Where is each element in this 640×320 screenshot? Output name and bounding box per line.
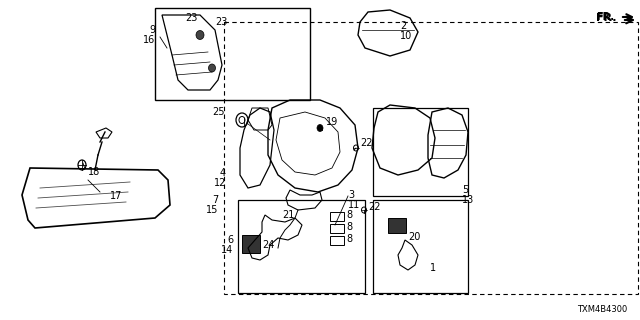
Bar [238, 200, 365, 293]
Bar [330, 236, 344, 245]
Text: 18: 18 [88, 167, 100, 177]
Bar [242, 235, 260, 253]
Text: 24: 24 [262, 240, 275, 250]
Text: FR.: FR. [596, 12, 614, 22]
Text: 2: 2 [400, 21, 406, 31]
Text: 8: 8 [346, 222, 352, 232]
Bar [373, 200, 468, 293]
Ellipse shape [317, 124, 323, 132]
Text: 8: 8 [346, 234, 352, 244]
Ellipse shape [196, 30, 204, 39]
Text: 25: 25 [212, 107, 225, 117]
Bar [330, 224, 344, 233]
Text: 22: 22 [360, 138, 372, 148]
Text: 4: 4 [220, 168, 226, 178]
Text: 13: 13 [462, 195, 474, 205]
Text: 7: 7 [212, 195, 218, 205]
Ellipse shape [209, 64, 216, 72]
Bar [155, 8, 310, 100]
Text: 19: 19 [326, 117, 339, 127]
Bar [388, 218, 406, 233]
Text: 6: 6 [227, 235, 233, 245]
Text: 22: 22 [368, 202, 381, 212]
Text: 8: 8 [346, 210, 352, 220]
Text: FR.: FR. [596, 13, 616, 23]
Text: 11: 11 [348, 200, 360, 210]
Bar [330, 212, 344, 221]
Text: 20: 20 [408, 232, 420, 242]
Text: 12: 12 [214, 178, 226, 188]
Text: TXM4B4300: TXM4B4300 [577, 306, 627, 315]
Text: 17: 17 [110, 191, 122, 201]
Text: 9: 9 [149, 25, 155, 35]
Text: 23: 23 [185, 13, 197, 23]
Text: 21: 21 [282, 210, 294, 220]
Text: 1: 1 [430, 263, 436, 273]
Bar [224, 22, 638, 294]
Text: 14: 14 [221, 245, 233, 255]
Text: 5: 5 [462, 185, 468, 195]
Text: 16: 16 [143, 35, 155, 45]
Text: 23: 23 [215, 17, 227, 27]
Text: 10: 10 [400, 31, 412, 41]
Text: 3: 3 [348, 190, 354, 200]
Bar [373, 108, 468, 196]
Text: 15: 15 [205, 205, 218, 215]
